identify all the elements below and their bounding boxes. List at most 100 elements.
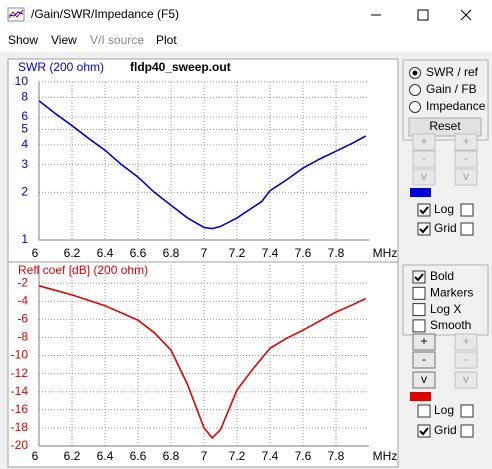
y-tick-label: -2 <box>17 275 28 289</box>
y-tick-label: -4 <box>17 293 28 307</box>
checkbox-label: Bold <box>430 269 454 283</box>
y-tick-label: 10 <box>15 74 29 88</box>
checkbox[interactable] <box>417 222 431 236</box>
data-line <box>38 100 367 230</box>
x-tick-label: 7.6 <box>295 246 312 260</box>
radio-button[interactable] <box>409 84 421 96</box>
x-tick-label: 7.8 <box>328 449 345 463</box>
step-button[interactable] <box>412 371 436 389</box>
step-button[interactable] <box>412 351 436 369</box>
step-button[interactable] <box>454 168 478 186</box>
plot-controls: SWR / ref Gain / FB Impedance Reset+ + - - v v Lo… <box>402 59 489 236</box>
x-tick-label: 7 <box>201 449 208 463</box>
y-tick-label: -12 <box>11 366 29 380</box>
x-tick-label: 7.4 <box>262 449 279 463</box>
radio-button[interactable] <box>409 101 421 113</box>
close-button[interactable] <box>460 9 472 21</box>
reset-button[interactable] <box>408 117 482 137</box>
y-tick-label: -20 <box>11 438 29 452</box>
step-button[interactable] <box>412 168 436 186</box>
menu-item[interactable]: Show <box>8 33 38 47</box>
group-box <box>402 59 489 141</box>
step-button-label: + <box>462 334 469 348</box>
menu-item[interactable]: View <box>51 33 77 47</box>
step-button-label: - <box>464 151 468 165</box>
maximize-button[interactable] <box>417 9 429 21</box>
checkbox[interactable] <box>412 286 426 300</box>
checkbox[interactable] <box>412 303 426 317</box>
checkbox-label: Markers <box>430 285 473 299</box>
checkbox-label: Grid <box>434 221 457 235</box>
step-button[interactable] <box>454 333 478 351</box>
checkbox[interactable] <box>460 222 474 236</box>
x-tick-label: 7.2 <box>229 246 246 260</box>
x-tick-label: 6.2 <box>64 246 81 260</box>
y-tick-label: -10 <box>11 348 29 362</box>
x-tick-label: 6.6 <box>130 246 147 260</box>
app-icon <box>7 7 25 22</box>
checkbox[interactable] <box>460 424 474 438</box>
group-box <box>402 264 489 336</box>
step-button-label: + <box>420 134 427 148</box>
step-button[interactable] <box>412 150 436 168</box>
checkbox[interactable] <box>417 203 431 217</box>
step-button[interactable] <box>454 351 478 369</box>
y-tick-label: 8 <box>21 89 28 103</box>
menu-item[interactable]: Plot <box>156 33 177 47</box>
window-title: /Gain/SWR/Impedance (F5) <box>31 7 179 21</box>
color-swatch <box>410 392 431 401</box>
checkbox[interactable] <box>460 404 474 418</box>
chart-panel <box>7 58 399 263</box>
x-tick-label: 6 <box>32 449 39 463</box>
step-button-label: - <box>422 151 426 165</box>
y-tick-label: -6 <box>17 311 28 325</box>
radio-label: Impedance <box>426 99 486 113</box>
reset-label: Reset <box>429 119 461 133</box>
checkbox[interactable] <box>412 319 426 333</box>
checkbox[interactable] <box>460 203 474 217</box>
x-tick-label: 7.2 <box>229 449 246 463</box>
chart-title: SWR (200 ohm) <box>18 60 104 74</box>
step-button-label: + <box>462 134 469 148</box>
y-tick-label: 2 <box>21 185 28 199</box>
y-tick-label: -16 <box>11 402 29 416</box>
y-tick-label: -14 <box>11 384 29 398</box>
chart-panel <box>7 261 399 468</box>
x-tick-label: 6.4 <box>97 246 114 260</box>
x-tick-label: 7.4 <box>262 246 279 260</box>
x-tick-label: 6.6 <box>130 449 147 463</box>
y-tick-label: 4 <box>21 137 28 151</box>
x-tick-label: 6.8 <box>163 246 180 260</box>
x-tick-label: 6 <box>32 246 39 260</box>
y-tick-label: 3 <box>21 157 28 171</box>
x-tick-label: 6.2 <box>64 449 81 463</box>
checkmark <box>414 273 424 282</box>
menu-item[interactable]: V/I source <box>90 33 144 47</box>
checkmark <box>419 427 429 436</box>
step-button-label: + <box>420 334 427 348</box>
step-button[interactable] <box>454 371 478 389</box>
step-button[interactable] <box>454 150 478 168</box>
radio-label: Gain / FB <box>426 82 477 96</box>
chart-title: Refl coef [dB] (200 ohm) <box>18 263 148 277</box>
checkbox-label: Log <box>434 202 454 216</box>
step-button-label: v <box>421 372 427 386</box>
chart: -2 -4 -6 -8 -10 -12 -14 -16 -18 -206 6.2 6.4 6.6 6.8 7… <box>7 261 399 468</box>
step-button[interactable] <box>454 133 478 151</box>
step-button[interactable] <box>412 333 436 351</box>
checkbox[interactable] <box>417 424 431 438</box>
x-tick-label: 6.4 <box>97 449 114 463</box>
checkbox[interactable] <box>417 404 431 418</box>
checkbox-label: Log X <box>430 302 461 316</box>
y-tick-label: 5 <box>21 122 28 136</box>
x-unit-label: MHz <box>373 246 398 260</box>
x-unit-label: MHz <box>373 449 398 463</box>
color-swatch <box>410 188 431 197</box>
checkbox[interactable] <box>412 270 426 284</box>
title-and-menu-bar <box>0 0 492 52</box>
step-button-label: v <box>421 169 427 183</box>
y-tick-label: -8 <box>17 330 28 344</box>
step-button[interactable] <box>412 133 436 151</box>
